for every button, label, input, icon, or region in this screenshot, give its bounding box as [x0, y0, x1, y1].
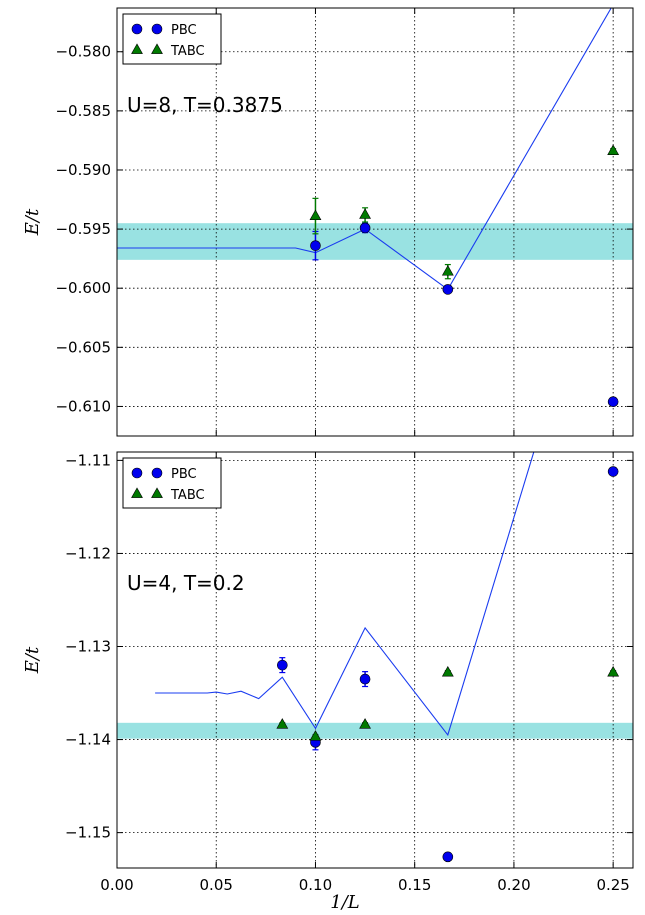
axes-frame [116, 451, 634, 869]
series-tabc [309, 144, 620, 280]
data-point-pbc [607, 396, 619, 408]
series-pbc [310, 222, 619, 408]
data-point-pbc [607, 466, 619, 477]
data-point-pbc [277, 659, 288, 671]
y-tick-label: −1.15 [65, 824, 111, 842]
data-point-tabc [309, 209, 322, 220]
legend-marker-tabc [151, 43, 163, 54]
reference-band [117, 722, 633, 739]
reference-band [117, 223, 633, 260]
legend-marker-tabc [131, 487, 143, 498]
legend: PBC TABC [122, 457, 222, 509]
data-point-pbc [359, 673, 371, 685]
x-tick-label: 0.20 [497, 876, 530, 894]
series-pbc [277, 466, 619, 863]
data-point-pbc [442, 851, 454, 863]
y-tick-label: −0.590 [55, 161, 111, 179]
y-tick-label: −1.12 [65, 544, 111, 562]
x-tick-label: 0.15 [398, 876, 431, 894]
x-axis-label: 1/L [330, 892, 359, 913]
series-tabc [276, 665, 620, 741]
y-tick-label: −0.580 [55, 43, 111, 61]
legend: PBC TABC [122, 13, 222, 65]
legend-label-pbc: PBC [171, 467, 197, 482]
legend-box [122, 457, 222, 509]
data-point-tabc [359, 718, 371, 729]
plot-area [117, 8, 633, 436]
y-tick-label: −0.600 [55, 279, 111, 297]
y-axis-label: E/t [22, 646, 43, 674]
legend-label-tabc: TABC [170, 44, 205, 59]
panel-annotation: U=4, T=0.2 [127, 571, 245, 595]
y-tick-label: −1.14 [65, 731, 111, 749]
data-point-tabc [359, 208, 371, 219]
x-tick-label: 0.25 [596, 876, 629, 894]
legend-marker-tabc [131, 43, 143, 54]
panel-1: −0.580 −0.585 −0.590 −0.595 −0.600 −0.605 −0.6… [22, 7, 634, 437]
x-tick-label: 0.10 [299, 876, 332, 894]
y-tick-label: −0.595 [55, 220, 111, 238]
gridlines [117, 452, 633, 868]
fit-line [117, 8, 612, 291]
x-tick-label: 0.00 [100, 876, 133, 894]
data-point-tabc [607, 144, 620, 155]
data-point-tabc [441, 265, 454, 276]
data-point-pbc [359, 222, 371, 234]
legend-label-tabc: TABC [170, 488, 205, 503]
y-axis-label: E/t [22, 208, 43, 236]
fit-line [155, 452, 535, 737]
legend-marker-tabc [151, 487, 163, 498]
data-point-tabc [276, 718, 289, 729]
legend-marker-pbc [131, 23, 143, 35]
legend-box [122, 13, 222, 65]
y-tick-label: −1.11 [65, 451, 111, 469]
data-point-pbc [442, 284, 454, 295]
legend-marker-pbc [151, 23, 163, 35]
y-tick-label: −0.585 [55, 102, 111, 120]
panel-annotation: U=8, T=0.3875 [127, 93, 283, 117]
legend-label-pbc: PBC [171, 23, 197, 38]
y-tick-label: −1.13 [65, 638, 111, 656]
data-point-tabc [441, 665, 454, 677]
data-point-pbc [310, 240, 321, 251]
panel-2: 0.00 0.05 0.10 0.15 0.20 0.25 −1.11 −1.12 −1.13 −… [22, 451, 634, 913]
axes-frame [116, 7, 634, 437]
y-tick-label: −0.605 [55, 338, 111, 356]
gridlines [117, 8, 633, 436]
y-tick-label: −0.610 [55, 397, 111, 415]
legend-marker-pbc [131, 467, 143, 479]
x-tick-label: 0.05 [200, 876, 233, 894]
data-point-tabc [309, 730, 322, 741]
legend-marker-pbc [151, 467, 163, 479]
plot-area [117, 452, 633, 868]
data-point-tabc [607, 665, 620, 677]
